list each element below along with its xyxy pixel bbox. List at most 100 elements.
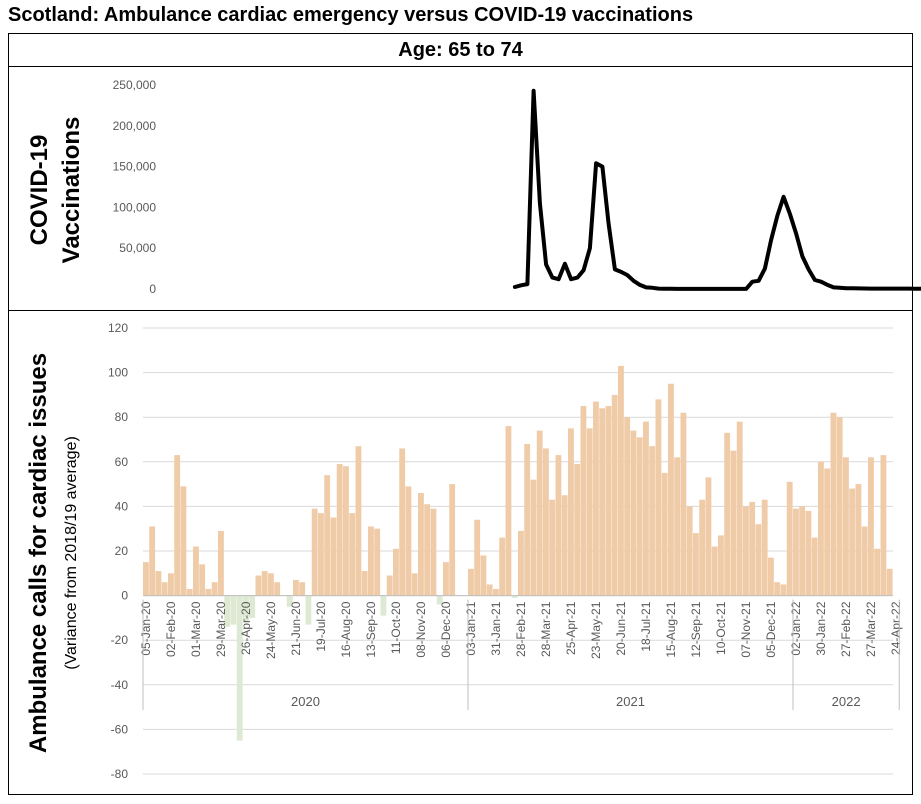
bar: [193, 546, 199, 596]
bar: [374, 528, 381, 596]
bar: [861, 526, 868, 596]
bar: [436, 595, 443, 605]
bar: [774, 582, 781, 596]
vaccination-series-line: [512, 88, 921, 291]
bar: [493, 588, 499, 596]
bar: [380, 595, 387, 616]
bar: [268, 573, 274, 596]
bar: [874, 548, 881, 596]
vacc-y-tick-label: 100,000: [113, 200, 157, 214]
x-tick-label: 25-Apr-21: [564, 601, 578, 655]
bar: [555, 455, 562, 596]
bar: [236, 595, 243, 741]
bar: [849, 488, 856, 596]
bar: [368, 526, 374, 596]
bar: [318, 513, 324, 596]
bar: [255, 575, 262, 596]
x-tick-label: 23-May-21: [589, 601, 603, 659]
x-tick-label: 03-Jan-21: [464, 601, 478, 655]
bar: [605, 406, 612, 596]
bar: [286, 595, 293, 607]
bar: [174, 455, 181, 596]
bar: [336, 464, 343, 596]
bar: [424, 504, 431, 596]
x-tick-label: 21-Jun-20: [289, 601, 303, 655]
bar-y-tick-label: 20: [115, 544, 129, 558]
x-tick-label: 19-Jul-20: [314, 601, 328, 651]
bar: [355, 446, 362, 596]
chart-title: Scotland: Ambulance cardiac emergency ve…: [8, 4, 694, 26]
bar: [661, 472, 668, 596]
chart-subtitle: Age: 65 to 74: [9, 34, 912, 67]
bar-y-tick-label: 40: [115, 499, 129, 513]
bar: [711, 546, 718, 596]
bar: [624, 417, 631, 596]
bar: [636, 437, 643, 596]
bar-y-tick-label: 80: [115, 410, 129, 424]
vacc-y-tick-label: 250,000: [113, 78, 157, 92]
bar: [143, 562, 149, 596]
bar: [155, 571, 162, 596]
bar: [643, 421, 649, 596]
bar: [680, 412, 687, 596]
bar: [561, 495, 568, 596]
bar: [511, 595, 518, 598]
bar: [843, 457, 849, 596]
bar: [330, 517, 337, 596]
bar: [549, 499, 556, 596]
x-tick-label: 28-Mar-21: [539, 601, 553, 657]
bar: [693, 533, 699, 596]
bar: [343, 466, 349, 596]
x-tick-label: 26-Apr-20: [239, 601, 253, 655]
bar: [593, 401, 599, 596]
bar: [818, 461, 824, 596]
bar: [868, 457, 874, 596]
vacc-y-tick-label: 150,000: [113, 160, 157, 174]
x-tick-label: 30-Jan-22: [814, 601, 828, 655]
x-tick-label: 27-Mar-22: [864, 601, 878, 657]
x-tick-label: 15-Aug-21: [664, 601, 678, 657]
x-tick-label: 27-Feb-22: [839, 601, 853, 657]
bar: [505, 426, 512, 596]
bar: [780, 584, 787, 596]
bar: [486, 584, 493, 596]
x-tick-label: 13-Sep-20: [364, 601, 378, 657]
bar: [518, 530, 524, 596]
bar-y-tick-label: -40: [111, 678, 129, 692]
bar: [224, 595, 231, 627]
x-tick-label: 29-Mar-20: [214, 601, 228, 657]
bar: [361, 571, 368, 596]
bar: [836, 417, 843, 596]
bar: [724, 432, 731, 596]
vacc-y-axis-label-line2: Vaccinations: [58, 117, 85, 264]
bar: [168, 573, 174, 596]
bar: [580, 406, 587, 596]
bar: [411, 573, 418, 596]
bar: [161, 582, 168, 596]
bar: [749, 501, 756, 596]
bar: [530, 479, 537, 596]
x-tick-label: 24-May-20: [264, 601, 278, 659]
x-tick-label: 02-Feb-20: [164, 601, 178, 657]
bar: [480, 555, 487, 596]
bar: [274, 582, 281, 596]
vacc-y-tick-label: 50,000: [119, 241, 156, 255]
bar: [880, 455, 887, 596]
bar: [743, 506, 749, 596]
bar: [386, 575, 393, 596]
bar: [543, 448, 549, 596]
bar: [886, 568, 893, 596]
x-tick-label: 05-Dec-21: [764, 601, 778, 657]
year-label: 2022: [832, 694, 861, 709]
vaccination-panel: 250,000 200,000 150,000 100,000 50,000 0 COVID…: [26, 78, 921, 296]
bar-y-tick-label: 0: [121, 589, 128, 603]
x-tick-label: 28-Feb-21: [514, 601, 528, 657]
bar: [668, 383, 674, 596]
bar: [186, 588, 193, 596]
x-tick-label: 11-Oct-20: [389, 601, 403, 654]
bar: [449, 484, 456, 596]
bar: [218, 530, 224, 596]
bar: [793, 508, 799, 596]
bar: [586, 428, 593, 596]
bar-y-axis-sublabel: (Variance from 2018/19 average): [63, 436, 80, 670]
